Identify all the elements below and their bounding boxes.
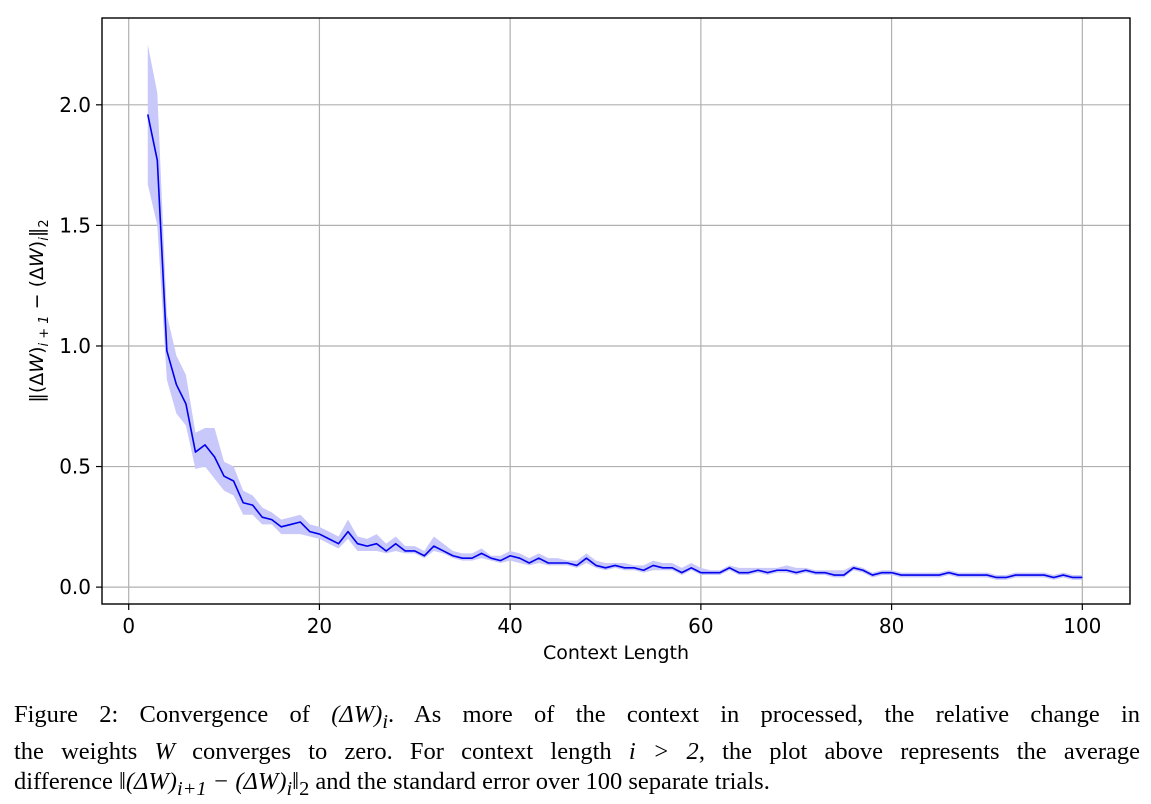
- mean-difference-line: [146, 114, 1083, 579]
- caption-text: . As more of the context in processed, t…: [387, 701, 1140, 728]
- plot-frame: [101, 17, 1131, 605]
- grid: [102, 18, 1130, 604]
- y-label-close2: ): [26, 241, 48, 248]
- convergence-chart: 0 20 40 60 80 100 0.0 0.5 1.0 1.5 2.0 Context Leng…: [26, 17, 1131, 664]
- x-tick-label: 60: [688, 614, 713, 638]
- y-label-open: ‖(Δ: [26, 373, 48, 403]
- y-label-sub3: 2: [37, 219, 52, 227]
- caption-math-sub: 2: [299, 777, 310, 800]
- standard-error-band: [147, 44, 1083, 580]
- y-tick-label: 0.5: [59, 455, 91, 479]
- caption-math-sub: i+1: [176, 777, 207, 800]
- caption-text: the weights: [14, 737, 155, 765]
- y-label-sub2: i: [37, 237, 52, 241]
- y-tick-label: 2.0: [59, 93, 91, 117]
- caption-math: W: [154, 737, 175, 765]
- y-label-close1: ): [26, 346, 48, 353]
- y-label-sub1: i + 1: [37, 315, 52, 346]
- axis-ticks: 0 20 40 60 80 100 0.0 0.5 1.0 1.5 2.0: [59, 93, 1101, 638]
- caption-math-sub: i: [286, 777, 293, 800]
- caption-math: (ΔW): [331, 701, 383, 728]
- x-tick-label: 100: [1063, 614, 1101, 638]
- caption-math: i > 2: [628, 737, 699, 765]
- y-label-w2: W: [26, 247, 48, 267]
- caption-math: ‖: [292, 767, 300, 795]
- x-axis-label: Context Length: [543, 642, 689, 664]
- y-tick-label: 1.5: [59, 213, 91, 237]
- y-tick-label: 0.0: [59, 575, 91, 599]
- caption-math: ‖(ΔW): [118, 767, 177, 795]
- y-axis-label: ‖(ΔW)i + 1 − (ΔW)i‖2: [26, 219, 52, 402]
- caption-text: difference: [14, 767, 119, 795]
- caption-math-sub: i: [382, 710, 388, 733]
- caption-text: , the plot above represents the average: [698, 737, 1140, 765]
- x-tick-label: 40: [497, 614, 522, 638]
- y-label-w1: W: [26, 353, 48, 373]
- figure-caption: Figure 2: Convergence of (ΔW)i. As more …: [14, 700, 1140, 804]
- caption-line-1: Figure 2: Convergence of (ΔW)i. As more …: [14, 700, 1140, 737]
- caption-text: and the standard error over 100 separate…: [309, 767, 770, 795]
- y-label-norm: ‖: [26, 228, 48, 238]
- caption-math: − (ΔW): [206, 767, 287, 795]
- caption-line-2: the weights W converges to zero. For con…: [14, 737, 1140, 767]
- y-tick-label: 1.0: [59, 334, 91, 358]
- caption-line-3: difference ‖(ΔW)i+1 − (ΔW)i‖2 and the st…: [14, 767, 1140, 804]
- x-tick-label: 20: [307, 614, 332, 638]
- y-label-minus: − (Δ: [26, 267, 48, 315]
- x-tick-label: 80: [879, 614, 904, 638]
- x-tick-label: 0: [122, 614, 135, 638]
- caption-text: Figure 2: Convergence of: [14, 701, 332, 728]
- caption-text: converges to zero. For context length: [174, 737, 629, 765]
